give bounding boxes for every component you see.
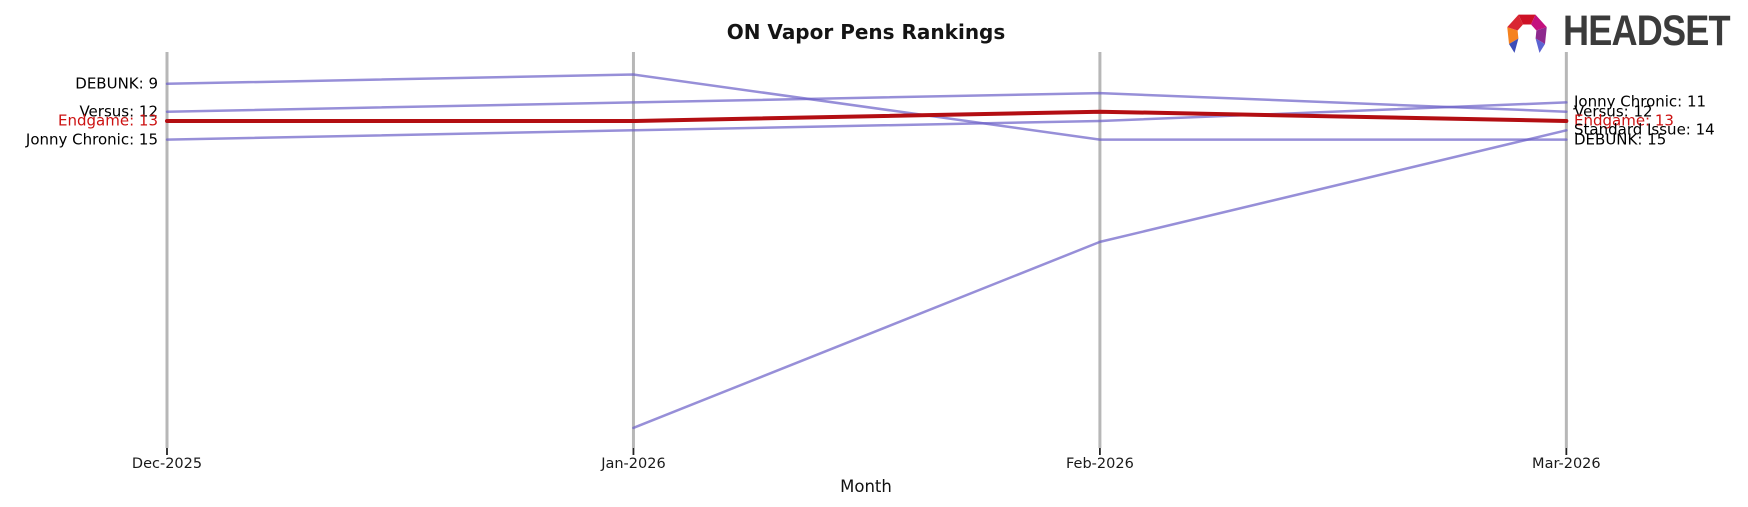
headset-logo-icon (1507, 14, 1547, 53)
series-label-left: Endgame: 13 (58, 111, 158, 130)
series-label-left: DEBUNK: 9 (75, 74, 158, 93)
x-tick-label: Jan-2026 (601, 456, 666, 472)
headset-logo-text: HEADSET (1563, 6, 1731, 55)
x-tick-label: Mar-2026 (1532, 456, 1601, 472)
series-label-right: Standard Issue: 14 (1574, 120, 1715, 139)
series-line-debunk (165, 73, 1568, 141)
x-tick-label: Dec-2025 (131, 456, 203, 472)
series-label-left: Versus: 12 (79, 102, 158, 121)
series-line-standard-issue (632, 129, 1568, 430)
series-line-jonny-chronic (165, 101, 1568, 141)
series-label-left: Jonny Chronic: 15 (25, 129, 158, 148)
x-axis-label: Month (840, 477, 892, 496)
series-label-right: Versus: 12 (1574, 102, 1653, 121)
series-label-right: DEBUNK: 15 (1574, 129, 1667, 148)
series-label-right: Endgame: 13 (1574, 111, 1674, 130)
x-tick-label: Feb-2026 (1065, 456, 1134, 472)
series-line-versus (165, 91, 1568, 113)
chart-title: ON Vapor Pens Rankings (726, 20, 1006, 44)
series-label-right: Jonny Chronic: 11 (1574, 92, 1707, 111)
headset-logo: HEADSET (1500, 5, 1748, 57)
series-line-endgame (165, 109, 1569, 123)
